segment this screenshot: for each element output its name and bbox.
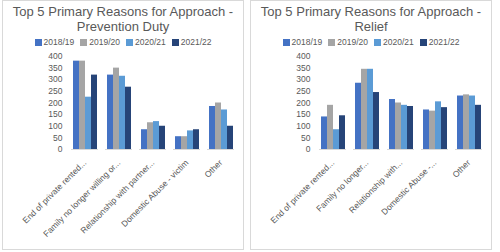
svg-text:300: 300 bbox=[296, 74, 310, 84]
svg-text:350: 350 bbox=[48, 63, 62, 73]
html-text:Top 5 Primary Reasons for Appr: Top 5 Primary Reasons for Approach - Pre… bbox=[12, 4, 234, 34]
svg-text:150: 150 bbox=[48, 109, 62, 119]
svg-text:350: 350 bbox=[296, 63, 310, 73]
svg-text:100: 100 bbox=[296, 121, 310, 131]
html-text:2021/22: 2021/22 bbox=[428, 37, 460, 47]
svg-text:300: 300 bbox=[48, 74, 62, 84]
svg-text:100: 100 bbox=[48, 121, 62, 131]
svg-text:Domestic Abuse -...: Domestic Abuse -... bbox=[379, 158, 438, 217]
svg-text:0: 0 bbox=[306, 144, 311, 154]
svg-text:400: 400 bbox=[296, 51, 310, 61]
svg-text:50: 50 bbox=[53, 133, 63, 143]
svg-text:150: 150 bbox=[296, 109, 310, 119]
svg-text:End of private rented...: End of private rented... bbox=[268, 158, 336, 226]
svg-text:0: 0 bbox=[58, 144, 63, 154]
svg-text:Domestic Abuse - victim: Domestic Abuse - victim bbox=[119, 158, 190, 229]
html-text:2020/21: 2020/21 bbox=[383, 37, 414, 47]
svg-text:Family no longer willing or...: Family no longer willing or... bbox=[41, 157, 123, 239]
html-text:Top 5 Primary Reasons for Appr: Top 5 Primary Reasons for Approach - Rel… bbox=[260, 4, 482, 34]
html-text:2018/19: 2018/19 bbox=[291, 37, 323, 47]
svg-text:Family no longer...: Family no longer... bbox=[314, 157, 371, 214]
svg-text:Other: Other bbox=[202, 157, 224, 179]
svg-text:400: 400 bbox=[48, 51, 62, 61]
svg-text:200: 200 bbox=[48, 98, 62, 108]
svg-text:250: 250 bbox=[48, 86, 62, 96]
svg-text:50: 50 bbox=[301, 133, 311, 143]
svg-text:200: 200 bbox=[296, 98, 310, 108]
html-text:2020/21: 2020/21 bbox=[135, 37, 166, 47]
html-text:2021/22: 2021/22 bbox=[180, 37, 212, 47]
svg-text:Relationship with partner...: Relationship with partner... bbox=[78, 157, 157, 236]
svg-text:250: 250 bbox=[296, 86, 310, 96]
html-text:2018/19: 2018/19 bbox=[43, 37, 75, 47]
html-text:2019/20: 2019/20 bbox=[89, 37, 120, 47]
svg-text:End of private rented...: End of private rented... bbox=[20, 158, 88, 226]
html-text:2019/20: 2019/20 bbox=[337, 37, 368, 47]
svg-text:Other: Other bbox=[450, 157, 472, 179]
svg-text:Relationship with...: Relationship with... bbox=[346, 157, 405, 216]
